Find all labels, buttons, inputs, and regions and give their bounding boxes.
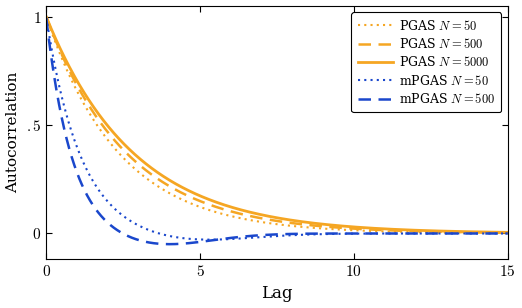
Line: PGAS $N = 50$: PGAS $N = 50$	[46, 17, 507, 233]
mPGAS $N = 50$	[268, 235, 274, 238]
Y-axis label: Autocorrelation: Autocorrelation	[6, 72, 20, 193]
mPGAS $N = 500$	[67, 149, 73, 153]
PGAS $N = 5000$	[491, 230, 497, 234]
PGAS $N = 5000$	[491, 230, 497, 234]
Line: PGAS $N = 500$: PGAS $N = 500$	[46, 17, 507, 233]
mPGAS $N = 500$	[43, 17, 50, 20]
PGAS $N = 50$	[255, 220, 262, 223]
mPGAS $N = 50$	[407, 232, 413, 235]
mPGAS $N = 500$	[268, 233, 274, 237]
PGAS $N = 500$	[491, 231, 497, 234]
PGAS $N = 50$	[491, 231, 497, 235]
mPGAS $N = 500$	[491, 232, 497, 235]
mPGAS $N = 50$	[491, 232, 497, 235]
PGAS $N = 50$	[67, 75, 73, 78]
PGAS $N = 50$	[267, 221, 274, 225]
mPGAS $N = 500$	[504, 232, 511, 235]
PGAS $N = 50$	[43, 15, 50, 19]
Line: mPGAS $N = 50$: mPGAS $N = 50$	[46, 18, 507, 240]
PGAS $N = 500$	[267, 218, 274, 222]
mPGAS $N = 500$	[167, 242, 173, 246]
PGAS $N = 5000$	[407, 228, 413, 232]
mPGAS $N = 50$	[207, 238, 213, 241]
PGAS $N = 5000$	[43, 15, 50, 19]
mPGAS $N = 50$	[67, 124, 73, 128]
PGAS $N = 500$	[255, 216, 262, 220]
PGAS $N = 500$	[67, 70, 73, 73]
PGAS $N = 500$	[43, 15, 50, 19]
PGAS $N = 5000$	[255, 212, 262, 216]
mPGAS $N = 500$	[491, 232, 497, 235]
Line: mPGAS $N = 500$: mPGAS $N = 500$	[46, 18, 507, 244]
PGAS $N = 5000$	[504, 230, 511, 234]
mPGAS $N = 50$	[491, 232, 497, 235]
PGAS $N = 500$	[407, 229, 413, 233]
X-axis label: Lag: Lag	[261, 285, 293, 302]
PGAS $N = 500$	[491, 231, 497, 234]
PGAS $N = 50$	[491, 231, 497, 235]
PGAS $N = 5000$	[67, 66, 73, 70]
mPGAS $N = 500$	[255, 233, 262, 237]
PGAS $N = 5000$	[267, 215, 274, 218]
mPGAS $N = 50$	[504, 232, 511, 235]
Legend: PGAS $N = 50$, PGAS $N = 500$, PGAS $N = 5000$, mPGAS $N = 50$, mPGAS $N = 500$: PGAS $N = 50$, PGAS $N = 500$, PGAS $N =…	[351, 12, 502, 112]
PGAS $N = 50$	[504, 231, 511, 235]
mPGAS $N = 500$	[407, 232, 413, 235]
mPGAS $N = 50$	[43, 16, 50, 19]
Line: PGAS $N = 5000$: PGAS $N = 5000$	[46, 17, 507, 232]
mPGAS $N = 50$	[255, 235, 262, 239]
PGAS $N = 500$	[504, 231, 511, 235]
PGAS $N = 50$	[407, 230, 413, 234]
